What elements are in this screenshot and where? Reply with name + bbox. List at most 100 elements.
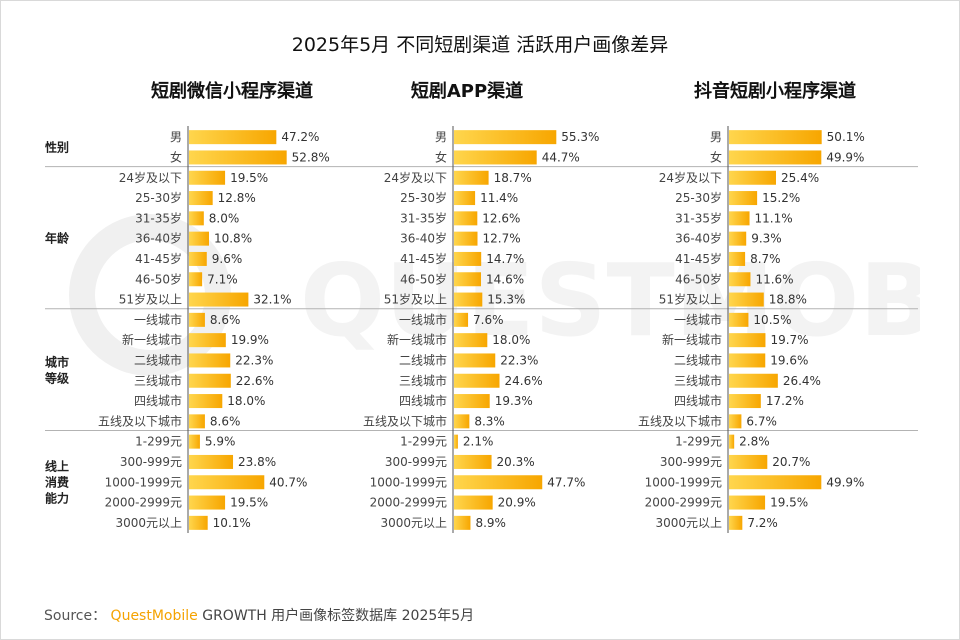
category-label: 新一线城市: [387, 332, 447, 347]
bar: [454, 170, 489, 185]
category-label: 36-40岁: [675, 231, 722, 246]
bar: [454, 130, 557, 145]
category-label: 女: [435, 149, 447, 164]
panel-title-wechat: 短剧微信小程序渠道: [151, 81, 313, 102]
bar: [454, 414, 470, 429]
category-label: 41-45岁: [675, 251, 722, 266]
bar: [454, 434, 458, 449]
category-label: 新一线城市: [122, 332, 182, 347]
data-label: 8.3%: [474, 414, 505, 428]
data-label: 11.1%: [755, 211, 793, 225]
data-label: 20.7%: [772, 455, 810, 469]
data-label: 10.8%: [214, 232, 252, 246]
bar: [454, 292, 483, 307]
data-label: 49.9%: [826, 475, 864, 489]
bar: [189, 292, 249, 307]
data-label: 26.4%: [783, 374, 821, 388]
data-label: 22.6%: [236, 374, 274, 388]
bar: [454, 495, 493, 510]
data-label: 18.0%: [227, 394, 265, 408]
data-label: 7.1%: [207, 272, 238, 286]
data-label: 23.8%: [238, 455, 276, 469]
data-label: 50.1%: [827, 130, 865, 144]
data-label: 6.7%: [746, 414, 777, 428]
data-label: 47.7%: [547, 475, 585, 489]
category-label: 1000-1999元: [105, 475, 182, 489]
category-label: 四线城市: [134, 393, 182, 408]
bar: [729, 272, 751, 287]
bar: [729, 515, 743, 530]
bar: [729, 150, 822, 165]
data-label: 44.7%: [542, 150, 580, 164]
data-label: 40.7%: [269, 475, 307, 489]
bar: [189, 475, 265, 490]
category-label: 1000-1999元: [370, 475, 447, 489]
data-label: 12.7%: [482, 232, 520, 246]
category-label: 51岁及以上: [659, 292, 722, 307]
data-label: 20.3%: [497, 455, 535, 469]
data-label: 14.7%: [486, 252, 524, 266]
bar: [454, 150, 537, 165]
category-label: 25-30岁: [400, 190, 447, 205]
category-label: 41-45岁: [400, 251, 447, 266]
bar: [189, 231, 209, 246]
data-label: 19.7%: [770, 333, 808, 347]
bar: [189, 414, 205, 429]
bar: [454, 272, 482, 287]
data-label: 17.2%: [766, 394, 804, 408]
bar: [454, 191, 476, 206]
data-label: 18.7%: [494, 171, 532, 185]
bar: [729, 292, 764, 307]
data-label: 22.3%: [235, 353, 273, 367]
bar: [729, 170, 776, 185]
data-label: 10.5%: [753, 313, 791, 327]
bar: [189, 130, 277, 145]
category-label: 二线城市: [674, 352, 722, 367]
data-label: 9.6%: [212, 252, 243, 266]
bar: [189, 272, 203, 287]
source-note: Source： QuestMobile GROWTH 用户画像标签数据库 202…: [44, 605, 474, 625]
category-label: 46-50岁: [400, 271, 447, 286]
group-label: 城市等级: [44, 355, 69, 386]
category-label: 2000-2999元: [105, 496, 182, 510]
group-label: 线上消费能力: [45, 458, 69, 505]
data-label: 32.1%: [253, 293, 291, 307]
category-label: 男: [710, 130, 722, 144]
bar: [454, 515, 471, 530]
bar: [454, 353, 496, 368]
bar: [729, 373, 778, 388]
bar: [454, 251, 482, 266]
data-label: 8.0%: [209, 211, 240, 225]
category-label: 51岁及以上: [119, 292, 182, 307]
bar: [189, 170, 226, 185]
bar: [454, 211, 478, 226]
category-label: 24岁及以下: [659, 170, 722, 185]
data-label: 47.2%: [281, 130, 319, 144]
panel-title-app: 短剧APP渠道: [410, 81, 524, 102]
bar: [189, 211, 204, 226]
bar: [729, 231, 747, 246]
data-label: 8.6%: [210, 313, 241, 327]
data-label: 9.3%: [751, 232, 782, 246]
data-label: 19.5%: [770, 496, 808, 510]
bar: [454, 475, 543, 490]
bar: [454, 454, 492, 469]
bar: [189, 353, 231, 368]
chart-title: 2025年5月 不同短剧渠道 活跃用户画像差异: [291, 34, 669, 56]
category-label: 二线城市: [399, 352, 447, 367]
category-label: 女: [710, 149, 722, 164]
bar: [189, 150, 287, 165]
category-label: 五线及以下城市: [98, 413, 182, 428]
bar: [189, 495, 226, 510]
category-label: 51岁及以上: [384, 292, 447, 307]
category-label: 一线城市: [399, 312, 447, 327]
bar: [189, 251, 207, 266]
bar: [189, 373, 231, 388]
data-label: 8.7%: [750, 252, 781, 266]
category-label: 五线及以下城市: [638, 413, 722, 428]
bar: [454, 312, 469, 327]
data-label: 25.4%: [781, 171, 819, 185]
category-label: 二线城市: [134, 352, 182, 367]
data-label: 12.8%: [218, 191, 256, 205]
